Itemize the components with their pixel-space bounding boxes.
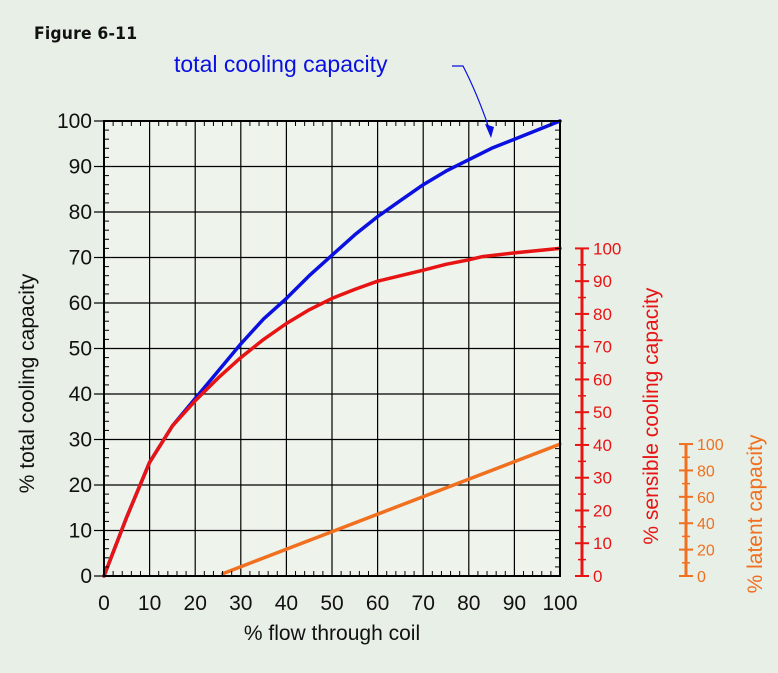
x-tick-label: 40 — [275, 592, 298, 615]
secondary-tick-label-latent: 80 — [697, 463, 715, 480]
y-tick-label: 0 — [80, 565, 92, 588]
secondary-tick-label-sensible: 20 — [593, 501, 612, 520]
annotation-arrow-head — [485, 124, 494, 138]
axes — [94, 120, 693, 577]
y-tick-label: 10 — [69, 520, 92, 543]
y-tick-label: 20 — [69, 474, 92, 497]
axis-labels: 0 10 20 30 40 50 60 70 80 90 100010203040506070809… — [16, 51, 767, 645]
secondary-tick-label-sensible: 100 — [593, 239, 621, 258]
y-tick-label: 70 — [69, 247, 92, 270]
secondary-tick-label-latent: 0 — [697, 569, 706, 586]
series-lines — [102, 119, 562, 578]
x-tick-label: 100 — [542, 592, 577, 615]
secondary-tick-label-sensible: 40 — [593, 436, 612, 455]
secondary-tick-label-latent: 40 — [697, 516, 715, 533]
y-tick-label: 90 — [69, 156, 92, 179]
x-tick-label: 90 — [503, 592, 526, 615]
secondary-tick-label-sensible: 0 — [593, 567, 602, 586]
x-tick-label: 10 — [138, 592, 161, 615]
y-tick-label: 50 — [69, 338, 92, 361]
x-axis-title: % flow through coil — [244, 622, 420, 645]
x-tick-label: 20 — [184, 592, 207, 615]
secondary-tick-label-latent: 20 — [697, 543, 715, 560]
secondary-axis-title-sensible: % sensible cooling capacity — [640, 287, 663, 544]
figure-label: Figure 6-11 — [34, 24, 138, 44]
y-tick-label: 80 — [69, 201, 92, 224]
x-tick-label: 70 — [412, 592, 435, 615]
y-tick-label: 40 — [69, 383, 92, 406]
y-tick-label: 30 — [69, 429, 92, 452]
series-line-sensible — [102, 246, 562, 578]
annotation-total-cooling-capacity: total cooling capacity — [174, 51, 388, 77]
secondary-tick-label-sensible: 80 — [593, 305, 612, 324]
secondary-tick-label-sensible: 90 — [593, 272, 612, 291]
secondary-tick-label-sensible: 10 — [593, 534, 612, 553]
secondary-tick-label-sensible: 50 — [593, 403, 612, 422]
x-tick-label: 0 — [98, 592, 110, 615]
x-tick-label: 80 — [457, 592, 480, 615]
secondary-tick-label-latent: 60 — [697, 490, 715, 507]
y-axis-title: % total cooling capacity — [16, 273, 39, 493]
secondary-axis-title-latent: % latent capacity — [744, 434, 767, 593]
series-line-latent — [220, 442, 562, 576]
y-tick-label: 60 — [69, 292, 92, 315]
secondary-tick-label-sensible: 60 — [593, 370, 612, 389]
x-tick-label: 30 — [229, 592, 252, 615]
secondary-tick-label-latent: 100 — [697, 437, 724, 454]
secondary-tick-label-sensible: 30 — [593, 469, 612, 488]
y-tick-label: 100 — [57, 110, 92, 133]
x-tick-label: 60 — [366, 592, 389, 615]
secondary-tick-label-sensible: 70 — [593, 338, 612, 357]
grid-lines — [104, 121, 560, 576]
x-tick-label: 50 — [320, 592, 343, 615]
